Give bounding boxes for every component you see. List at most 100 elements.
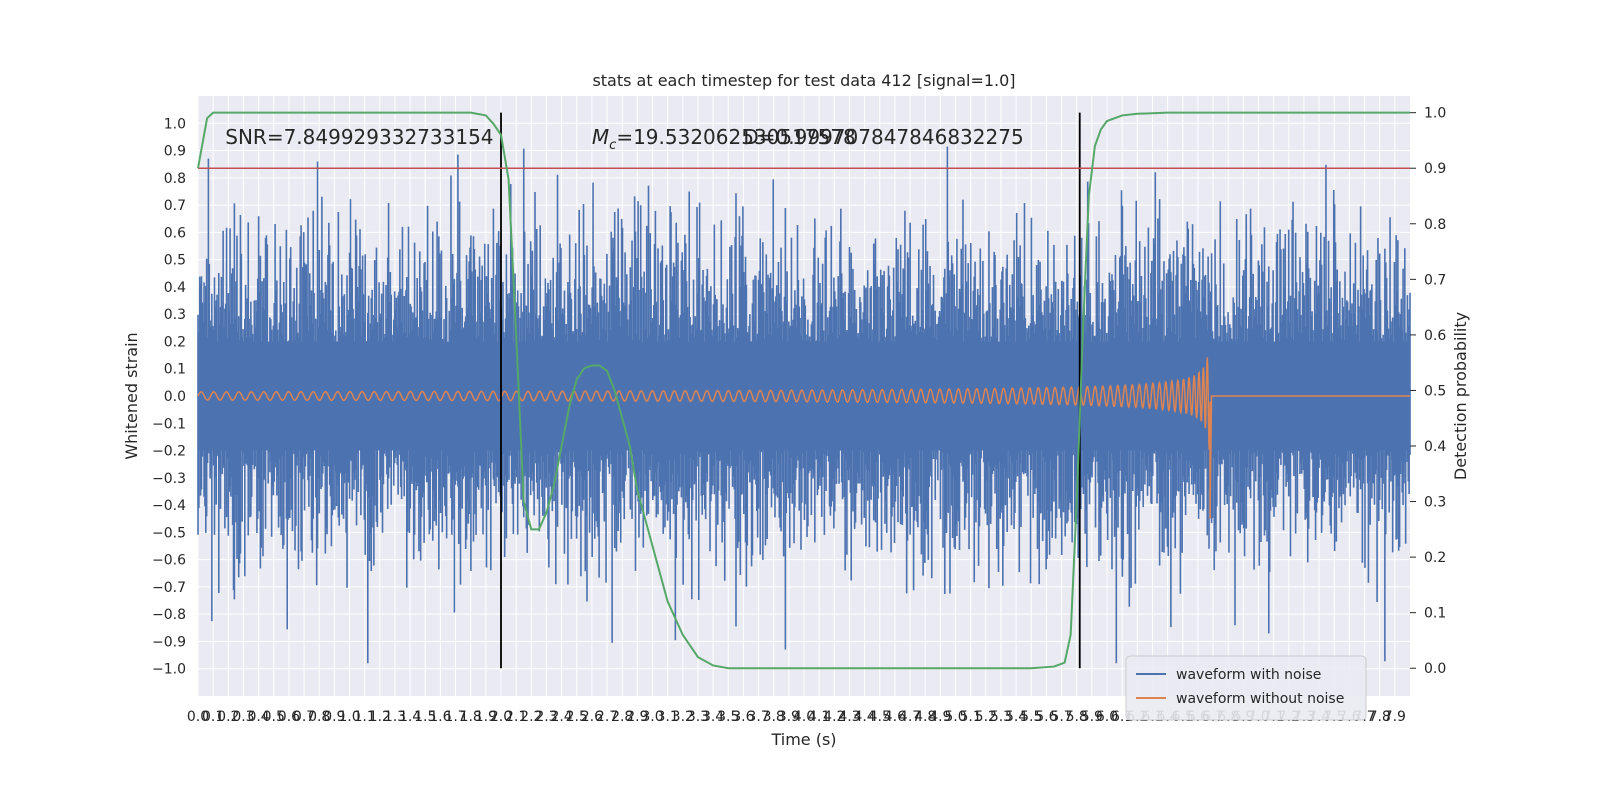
y-tick-label: 0.9 bbox=[164, 144, 186, 160]
y-tick-label: −0.3 bbox=[152, 471, 186, 487]
y-tick-label: 0.0 bbox=[164, 389, 186, 405]
x-tick-label: 1.9 bbox=[475, 709, 497, 725]
y-tick-label: −0.4 bbox=[152, 498, 186, 514]
x-tick-label: 2.1 bbox=[505, 709, 527, 725]
x-tick-label: 4.7 bbox=[899, 709, 921, 725]
x-tick-label: 3.7 bbox=[747, 709, 769, 725]
y-tick-label: −0.8 bbox=[152, 607, 186, 623]
legend-label-clean: waveform without noise bbox=[1176, 691, 1344, 707]
x-tick-label: 2.2 bbox=[520, 709, 542, 725]
x-tick-label: 0.6 bbox=[278, 709, 300, 725]
y-axis-ticks: −1.0 −0.9 −0.8 −0.7 −0.6 −0.5 −0.4 −0.3 −0.2 −0.1… bbox=[152, 116, 186, 677]
y-tick-label: 0.7 bbox=[164, 198, 186, 214]
x-tick-label: 0.8 bbox=[308, 709, 330, 725]
detection-probability-line bbox=[197, 111, 1410, 670]
legend-label-noise: waveform with noise bbox=[1176, 667, 1321, 683]
y-tick-label: 0.2 bbox=[164, 334, 186, 350]
x-tick-label: 2.4 bbox=[550, 709, 572, 725]
x-tick-label: 5.1 bbox=[960, 709, 982, 725]
x-tick-label: 1.1 bbox=[354, 709, 376, 725]
vertical-markers bbox=[500, 112, 1081, 669]
x-tick-label: 7.9 bbox=[1384, 709, 1406, 725]
legend: waveform with noise waveform without noi… bbox=[1125, 655, 1367, 721]
x-tick-label: 3.4 bbox=[702, 709, 724, 725]
y2-tick-label: 0.3 bbox=[1424, 495, 1446, 511]
x-tick-label: 0.2 bbox=[217, 709, 239, 725]
x-tick-label: 5.6 bbox=[1035, 709, 1057, 725]
x-tick-label: 4.2 bbox=[823, 709, 845, 725]
x-tick-label: 0.1 bbox=[202, 709, 224, 725]
y2-tick-label: 0.1 bbox=[1424, 606, 1446, 622]
y2-tick-label: 0.2 bbox=[1424, 550, 1446, 566]
x-tick-label: 1.4 bbox=[399, 709, 421, 725]
x-tick-label: 0.3 bbox=[232, 709, 254, 725]
y2-tick-label: 0.0 bbox=[1424, 661, 1446, 677]
x-tick-label: 1.8 bbox=[460, 709, 482, 725]
x-tick-label: 0.9 bbox=[323, 709, 345, 725]
y-axis-label: Whitened strain bbox=[122, 332, 141, 459]
chart-title: stats at each timestep for test data 412… bbox=[592, 71, 1015, 90]
x-tick-label: 3.9 bbox=[778, 709, 800, 725]
x-tick-label: 5.4 bbox=[1005, 709, 1027, 725]
x-tick-label: 4.3 bbox=[838, 709, 860, 725]
x-tick-label: 3.5 bbox=[717, 709, 739, 725]
x-tick-label: 4.4 bbox=[853, 709, 875, 725]
chirp-series bbox=[197, 357, 1410, 519]
x-tick-label: 2.5 bbox=[566, 709, 588, 725]
annotation-chirp-mass-symbol: M bbox=[592, 125, 609, 149]
x-tick-label: 1.3 bbox=[384, 709, 406, 725]
y-tick-label: 0.1 bbox=[164, 362, 186, 378]
y-tick-label: 1.0 bbox=[164, 116, 186, 132]
annotation-chirp-mass: Mc=19.532062530517578 bbox=[592, 125, 856, 153]
x-tick-label: 4.8 bbox=[914, 709, 936, 725]
annotation-snr: SNR=7.849929332733154 bbox=[225, 125, 493, 149]
x-tick-label: 5.2 bbox=[975, 709, 997, 725]
y2-tick-label: 0.9 bbox=[1424, 161, 1446, 177]
y-tick-label: 0.5 bbox=[164, 253, 186, 269]
x-tick-label: 1.7 bbox=[444, 709, 466, 725]
x-tick-label: 2.9 bbox=[626, 709, 648, 725]
x-tick-label: 1.0 bbox=[338, 709, 360, 725]
x-tick-label: 5.3 bbox=[990, 709, 1012, 725]
y-tick-label: −0.1 bbox=[152, 416, 186, 432]
x-tick-label: 4.5 bbox=[869, 709, 891, 725]
y2-tick-label: 0.4 bbox=[1424, 439, 1446, 455]
x-tick-label: 4.6 bbox=[884, 709, 906, 725]
legend-box bbox=[1125, 655, 1367, 721]
x-tick-label: 5.0 bbox=[944, 709, 966, 725]
annotation-detection: D=0.999707847846832275 bbox=[743, 125, 1023, 149]
x-tick-label: 4.0 bbox=[793, 709, 815, 725]
x-tick-label: 0.5 bbox=[263, 709, 285, 725]
y2-tick-label: 0.5 bbox=[1424, 383, 1446, 399]
y2-axis-label: Detection probability bbox=[1451, 312, 1470, 480]
x-tick-label: 3.2 bbox=[672, 709, 694, 725]
x-tick-label: 1.6 bbox=[429, 709, 451, 725]
x-tick-label: 2.6 bbox=[581, 709, 603, 725]
x-tick-label: 2.8 bbox=[611, 709, 633, 725]
y-tick-label: 0.3 bbox=[164, 307, 186, 323]
y2-tick-label: 0.6 bbox=[1424, 328, 1446, 344]
x-tick-label: 2.3 bbox=[535, 709, 557, 725]
y-tick-label: −0.9 bbox=[152, 634, 186, 650]
y-tick-label: 0.4 bbox=[164, 280, 186, 296]
y2-tick-label: 1.0 bbox=[1424, 106, 1446, 122]
x-tick-label: 2.0 bbox=[490, 709, 512, 725]
x-tick-label: 3.0 bbox=[641, 709, 663, 725]
y-tick-label: −0.7 bbox=[152, 580, 186, 596]
x-tick-label: 7.8 bbox=[1369, 709, 1391, 725]
y2-tick-label: 0.7 bbox=[1424, 272, 1446, 288]
y-tick-label: 0.8 bbox=[164, 171, 186, 187]
probability-series bbox=[197, 111, 1410, 670]
x-tick-label: 4.9 bbox=[929, 709, 951, 725]
x-tick-label: 1.5 bbox=[414, 709, 436, 725]
x-tick-label: 5.5 bbox=[1020, 709, 1042, 725]
y-tick-label: −1.0 bbox=[152, 662, 186, 678]
x-tick-label: 3.8 bbox=[763, 709, 785, 725]
x-tick-label: 3.3 bbox=[687, 709, 709, 725]
x-tick-label: 4.1 bbox=[808, 709, 830, 725]
annotation-chirp-mass-value: =19.532062530517578 bbox=[616, 125, 855, 149]
x-tick-label: 5.7 bbox=[1050, 709, 1072, 725]
x-tick-label: 2.7 bbox=[596, 709, 618, 725]
y-tick-label: −0.6 bbox=[152, 553, 186, 569]
